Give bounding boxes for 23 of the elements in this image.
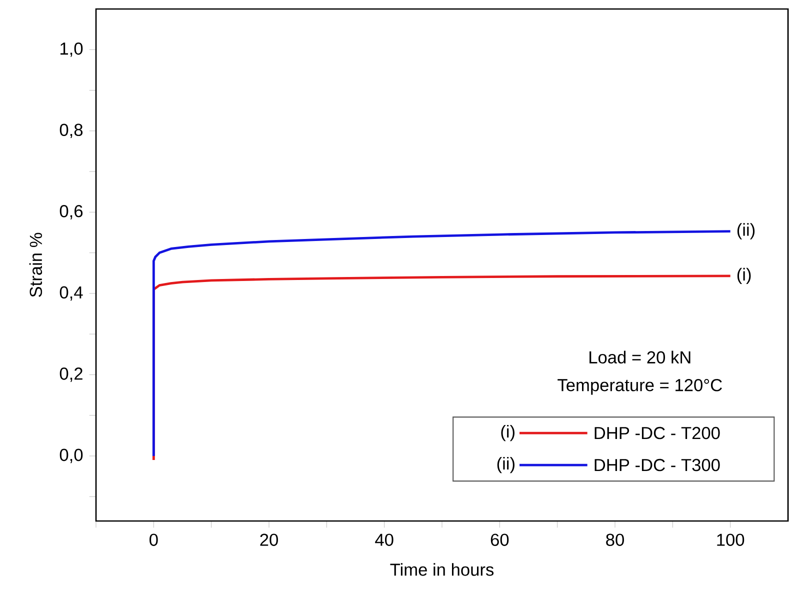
annotation: (i)	[737, 268, 751, 284]
y-tick-label: 0,0	[60, 448, 83, 464]
x-tick-label: 80	[606, 534, 624, 546]
y-tick-label: 0,2	[60, 368, 82, 382]
y-tick-label: 1,0	[60, 42, 83, 57]
x-tick-label: 20	[260, 534, 278, 546]
x-tick-label: 40	[375, 534, 394, 546]
y-tick-label: 0,8	[60, 124, 83, 138]
legend-label: DHP -DC - T200	[594, 426, 720, 440]
annotation: (ii)	[737, 223, 755, 240]
annotation: Load = 20 kN	[590, 350, 690, 364]
y-tick-label: 0,6	[60, 205, 83, 220]
annotation: Temperature = 120°C	[558, 378, 722, 395]
line-series	[152, 230, 732, 458]
y-tick-label: 0,4	[60, 286, 83, 301]
legend-label: DHP -DC - T300	[594, 458, 720, 472]
annotation: (i)	[501, 424, 514, 442]
x-axis-title: Time in hours	[390, 563, 494, 576]
x-tick-label: 100	[717, 534, 744, 546]
x-tick-label: 60	[490, 534, 509, 546]
annotation: (ii)	[497, 456, 514, 474]
x-tick-label: 0	[150, 534, 158, 546]
y-axis-title: Strain %	[29, 232, 42, 297]
